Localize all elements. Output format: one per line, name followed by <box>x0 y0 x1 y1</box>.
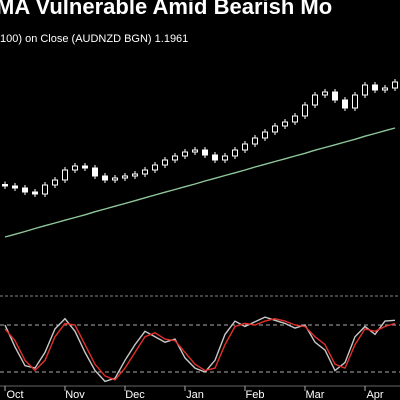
series-line <box>4 316 396 383</box>
series-line <box>4 127 396 238</box>
candle-body <box>242 143 248 151</box>
chart-title: MA Vulnerable Amid Bearish Mo <box>0 0 332 19</box>
series-line <box>4 317 396 381</box>
candle-body <box>222 155 228 161</box>
candle-body <box>352 94 358 109</box>
candle-body <box>112 177 118 181</box>
x-tick-label: Feb <box>246 389 265 400</box>
candle-body <box>282 121 288 127</box>
x-tick-label: Oct <box>6 389 23 400</box>
candle-body <box>162 159 168 166</box>
candle-body <box>102 175 108 181</box>
candle-body <box>332 91 338 101</box>
candle-body <box>32 191 38 195</box>
x-tick-label: Apr <box>366 389 383 400</box>
chart-subtitle: 100) on Close (AUDNZD BGN) 1.1961 <box>0 33 188 45</box>
candle-body <box>202 149 208 156</box>
candle-body <box>82 165 88 169</box>
candle-body <box>132 173 138 177</box>
candle-body <box>312 94 318 106</box>
x-tick-label: Mar <box>306 389 325 400</box>
x-tick-label: Dec <box>125 389 145 400</box>
candle-body <box>2 184 8 187</box>
candle-body <box>192 149 198 153</box>
candle-body <box>72 165 78 171</box>
x-tick-label: Nov <box>65 389 85 400</box>
candle-body <box>62 169 68 181</box>
candle-body <box>42 184 48 195</box>
candle-body <box>272 125 278 133</box>
candle-body <box>122 175 128 179</box>
candle-body <box>262 131 268 139</box>
candle-body <box>302 104 308 117</box>
candle-body <box>392 81 398 89</box>
candle-body <box>212 154 218 161</box>
candle-body <box>52 179 58 186</box>
candle-body <box>322 91 328 96</box>
candle-body <box>172 155 178 161</box>
candle-body <box>382 87 388 91</box>
candle-body <box>292 115 298 123</box>
candle-body <box>362 84 368 96</box>
candle-body <box>182 151 188 157</box>
candle-body <box>142 169 148 175</box>
candle-body <box>372 84 378 91</box>
candle-body <box>152 164 158 171</box>
x-tick-label: Jan <box>186 389 204 400</box>
candle-body <box>92 167 98 177</box>
candle-body <box>342 99 348 109</box>
candle-body <box>12 185 18 189</box>
candle-body <box>232 149 238 157</box>
candle-body <box>252 137 258 145</box>
candle-body <box>22 187 28 193</box>
